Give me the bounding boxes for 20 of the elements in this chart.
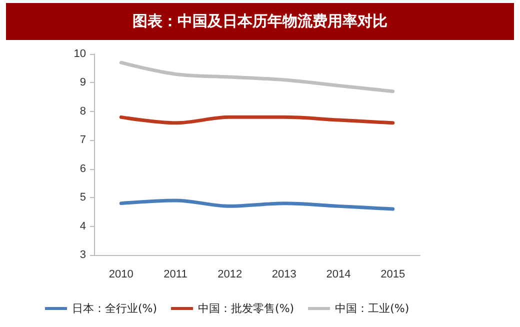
- x-tick-label: 2010: [108, 268, 134, 280]
- chart-title: 图表：中国及日本历年物流费用率对比: [6, 3, 514, 40]
- line-series: [119, 198, 395, 211]
- y-tick-label: 5: [80, 192, 86, 204]
- y-tick-label: 9: [80, 76, 86, 89]
- y-tick-label: 3: [80, 249, 86, 261]
- x-tick-label: 2012: [218, 268, 242, 280]
- y-tick-label: 10: [74, 48, 86, 60]
- y-tick-label: 6: [80, 162, 86, 175]
- x-tick-label: 2015: [380, 268, 406, 280]
- y-tick-label: 8: [80, 105, 86, 118]
- legend-label: 中国：工业(%): [335, 302, 410, 315]
- x-tick-label: 2014: [326, 268, 351, 280]
- x-tick-label: 2011: [164, 268, 188, 280]
- legend-label: 中国：批发零售(%): [198, 302, 294, 315]
- line-series: [119, 60, 395, 94]
- y-tick-label: 4: [80, 220, 86, 232]
- legend-label: 日本：全行业(%): [72, 302, 158, 315]
- x-tick-label: 2013: [272, 268, 296, 280]
- y-tick-label: 7: [80, 134, 86, 146]
